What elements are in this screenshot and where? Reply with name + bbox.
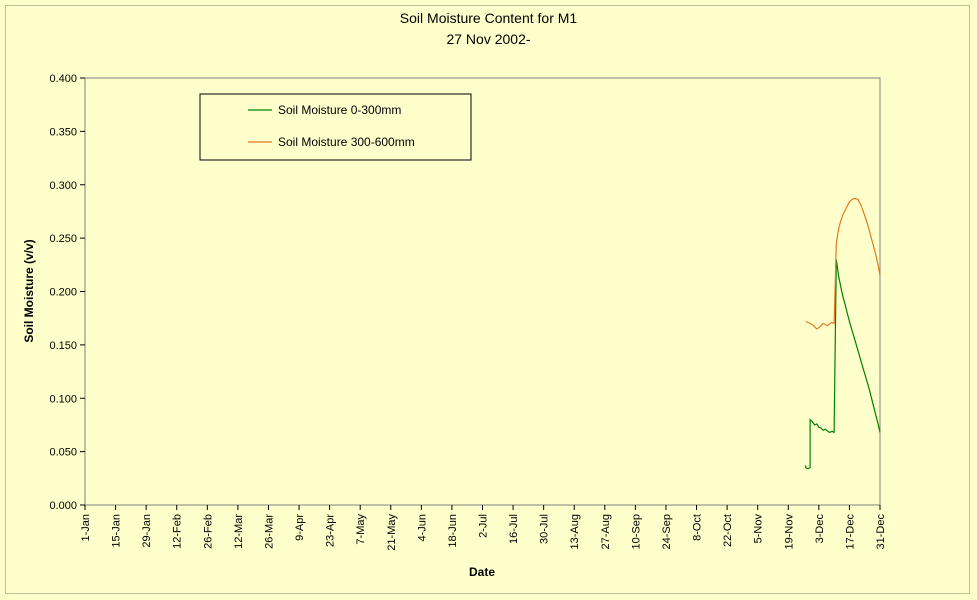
series-line-0: [805, 259, 881, 470]
x-tick-label: 19-Nov: [783, 514, 795, 550]
legend-label-300-600mm: Soil Moisture 300-600mm: [278, 135, 415, 149]
x-tick-label: 18-Jun: [447, 514, 459, 548]
y-tick-label: 0.250: [49, 233, 77, 245]
legend-label-0-300mm: Soil Moisture 0-300mm: [278, 103, 401, 117]
x-tick-label: 2-Jul: [478, 514, 490, 538]
x-tick-label: 9-Apr: [294, 514, 306, 541]
y-tick-label: 0.350: [49, 126, 77, 138]
x-tick-label: 15-Jan: [111, 514, 123, 548]
x-tick-label: 12-Feb: [172, 514, 184, 549]
y-axis: 0.000 0.050 0.100 0.150 0.200 0.250 0.300 0.350…: [49, 73, 85, 512]
y-axis-title: Soil Moisture (v/v): [22, 239, 36, 342]
x-axis-title: Date: [469, 565, 495, 579]
x-tick-label: 23-Apr: [325, 514, 337, 547]
x-tick-label: 12-Mar: [233, 514, 245, 549]
x-tick-label: 13-Aug: [569, 514, 581, 549]
x-tick-label: 1-Jan: [80, 514, 92, 542]
legend: Soil Moisture 0-300mm Soil Moisture 300-…: [199, 93, 472, 161]
x-tick-label: 22-Oct: [722, 514, 734, 547]
x-tick-label: 26-Feb: [202, 514, 214, 549]
x-tick-label: 16-Jul: [508, 514, 520, 544]
x-tick-label: 10-Sep: [630, 514, 642, 549]
y-tick-label: 0.000: [49, 500, 77, 512]
chart-title: Soil Moisture Content for M1: [399, 10, 578, 26]
x-tick-label: 24-Sep: [661, 514, 673, 549]
y-tick-label: 0.050: [49, 447, 77, 459]
x-tick-label: 8-Oct: [692, 514, 704, 541]
chart-subtitle: 27 Nov 2002-: [446, 31, 531, 47]
x-tick-label: 27-Aug: [600, 514, 612, 549]
x-tick-label: 5-Nov: [753, 514, 765, 544]
x-tick-label: 30-Jul: [539, 514, 551, 544]
x-axis: 1-Jan 15-Jan 29-Jan 12-Feb 26-Feb 12-Mar 26-Ma…: [80, 505, 887, 551]
x-tick-label: 7-May: [355, 514, 367, 545]
x-tick-label: 3-Dec: [814, 514, 826, 544]
x-tick-label: 31-Dec: [875, 514, 887, 550]
y-tick-label: 0.150: [49, 340, 77, 352]
x-tick-label: 17-Dec: [844, 514, 856, 550]
legend-box: [199, 93, 472, 161]
y-tick-label: 0.200: [49, 287, 77, 299]
x-tick-label: 21-May: [386, 514, 398, 551]
y-tick-label: 0.400: [49, 73, 77, 85]
y-tick-label: 0.300: [49, 180, 77, 192]
series-layer: [805, 198, 881, 470]
y-tick-label: 0.100: [49, 393, 77, 405]
x-tick-label: 26-Mar: [263, 514, 275, 549]
series-line-1: [805, 198, 881, 330]
x-tick-label: 29-Jan: [141, 514, 153, 548]
x-tick-label: 4-Jun: [416, 514, 428, 542]
